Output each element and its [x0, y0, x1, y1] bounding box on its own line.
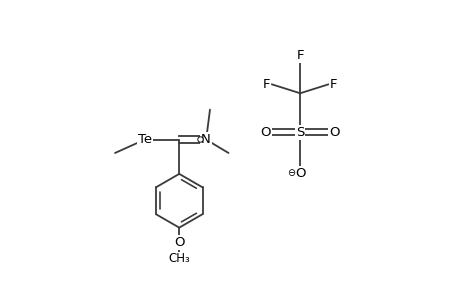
Text: Te: Te [138, 133, 151, 146]
Text: ⊖: ⊖ [286, 168, 295, 178]
Text: F: F [330, 78, 337, 91]
Text: CH₃: CH₃ [168, 253, 190, 266]
Text: F: F [296, 49, 303, 62]
Text: O: O [294, 167, 305, 180]
Text: S: S [295, 126, 304, 139]
Text: O: O [260, 126, 270, 139]
Text: O: O [174, 236, 184, 249]
Text: F: F [262, 78, 269, 91]
Text: N: N [201, 133, 211, 146]
Text: O: O [329, 126, 339, 139]
